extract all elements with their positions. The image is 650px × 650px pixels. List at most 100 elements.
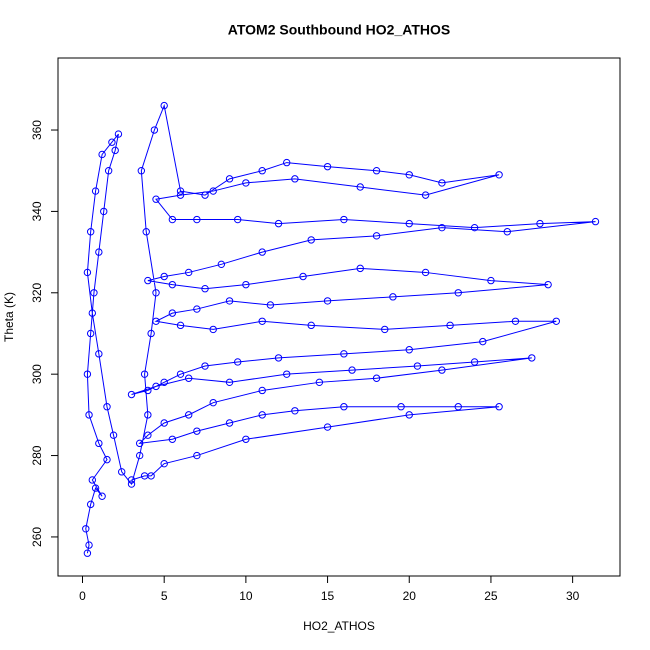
y-tick-label: 360 bbox=[30, 120, 44, 140]
data-point bbox=[103, 455, 111, 464]
data-point bbox=[176, 321, 185, 330]
x-tick-label: 15 bbox=[321, 589, 335, 603]
data-point bbox=[184, 411, 193, 419]
data-point bbox=[470, 358, 479, 366]
data-point bbox=[91, 187, 100, 195]
data-point bbox=[307, 236, 315, 244]
data-point bbox=[438, 179, 446, 187]
data-point bbox=[201, 362, 209, 370]
data-point bbox=[201, 285, 209, 293]
data-point bbox=[150, 126, 159, 134]
data-point bbox=[413, 362, 422, 370]
data-point bbox=[103, 403, 111, 411]
data-point bbox=[108, 138, 116, 146]
data-point bbox=[135, 439, 144, 448]
data-point bbox=[176, 370, 185, 378]
data-point bbox=[91, 484, 100, 492]
x-tick-label: 5 bbox=[161, 589, 168, 603]
data-point bbox=[405, 171, 413, 179]
data-point bbox=[258, 317, 266, 325]
data-point bbox=[168, 280, 177, 289]
data-point bbox=[109, 431, 118, 439]
data-point bbox=[193, 427, 201, 435]
data-point bbox=[591, 217, 600, 226]
data-point bbox=[86, 329, 95, 338]
data-point bbox=[82, 525, 90, 533]
data-point bbox=[83, 268, 92, 277]
data-point bbox=[258, 248, 266, 256]
data-point bbox=[511, 317, 520, 325]
data-point bbox=[454, 289, 462, 297]
data-point bbox=[85, 541, 93, 549]
data-point bbox=[225, 297, 234, 305]
data-point bbox=[86, 500, 95, 509]
data-point bbox=[234, 215, 242, 224]
data-point bbox=[381, 325, 389, 334]
data-point bbox=[258, 411, 266, 419]
data-point bbox=[160, 459, 168, 468]
data-point bbox=[160, 378, 168, 387]
data-point bbox=[127, 480, 136, 488]
data-point bbox=[544, 280, 552, 289]
data-point bbox=[85, 411, 93, 419]
data-point bbox=[152, 289, 160, 297]
data-point bbox=[168, 435, 177, 443]
data-point bbox=[100, 207, 108, 216]
data-point bbox=[95, 350, 103, 358]
data-point bbox=[98, 492, 106, 500]
data-point bbox=[307, 321, 315, 330]
data-point bbox=[487, 276, 495, 285]
data-point bbox=[152, 195, 160, 203]
y-tick-label: 260 bbox=[30, 527, 44, 547]
data-point bbox=[160, 419, 168, 427]
data-point bbox=[389, 293, 397, 301]
data-point bbox=[356, 264, 364, 273]
data-point bbox=[95, 439, 103, 448]
data-point bbox=[479, 337, 487, 346]
x-axis-label: HO2_ATHOS bbox=[303, 619, 375, 633]
x-tick-label: 30 bbox=[566, 589, 580, 603]
data-point bbox=[140, 370, 149, 378]
data-point bbox=[152, 382, 160, 391]
data-point bbox=[405, 411, 413, 419]
data-point bbox=[127, 476, 136, 484]
data-point bbox=[209, 187, 217, 195]
data-point bbox=[83, 549, 92, 557]
data-point bbox=[147, 329, 155, 338]
data-point bbox=[217, 260, 226, 269]
data-point bbox=[95, 248, 103, 256]
data-point bbox=[118, 468, 126, 476]
y-axis-label: Theta (K) bbox=[2, 292, 16, 342]
x-tick-label: 25 bbox=[484, 589, 498, 603]
data-point bbox=[176, 191, 185, 199]
data-point bbox=[242, 280, 250, 289]
data-point bbox=[127, 390, 136, 399]
chart-title: ATOM2 Southbound HO2_ATHOS bbox=[228, 22, 450, 38]
data-line bbox=[85, 103, 596, 554]
data-point bbox=[291, 175, 299, 183]
y-tick-label: 300 bbox=[30, 364, 44, 384]
data-point bbox=[503, 228, 511, 236]
data-point bbox=[372, 232, 381, 240]
data-point bbox=[142, 228, 150, 236]
data-point bbox=[438, 366, 446, 374]
data-point bbox=[372, 167, 381, 175]
data-point bbox=[168, 215, 177, 224]
data-point bbox=[104, 167, 113, 175]
data-point bbox=[454, 403, 462, 411]
data-point bbox=[348, 366, 356, 374]
data-point bbox=[258, 167, 266, 175]
data-point bbox=[340, 215, 348, 224]
data-point bbox=[209, 398, 217, 407]
data-point bbox=[356, 183, 364, 191]
data-point bbox=[258, 386, 266, 395]
x-tick-label: 0 bbox=[79, 589, 86, 603]
data-point bbox=[340, 350, 348, 358]
data-point bbox=[323, 423, 332, 431]
data-point bbox=[225, 175, 234, 183]
data-point bbox=[201, 191, 209, 199]
data-point bbox=[225, 378, 234, 387]
data-point bbox=[144, 386, 152, 395]
